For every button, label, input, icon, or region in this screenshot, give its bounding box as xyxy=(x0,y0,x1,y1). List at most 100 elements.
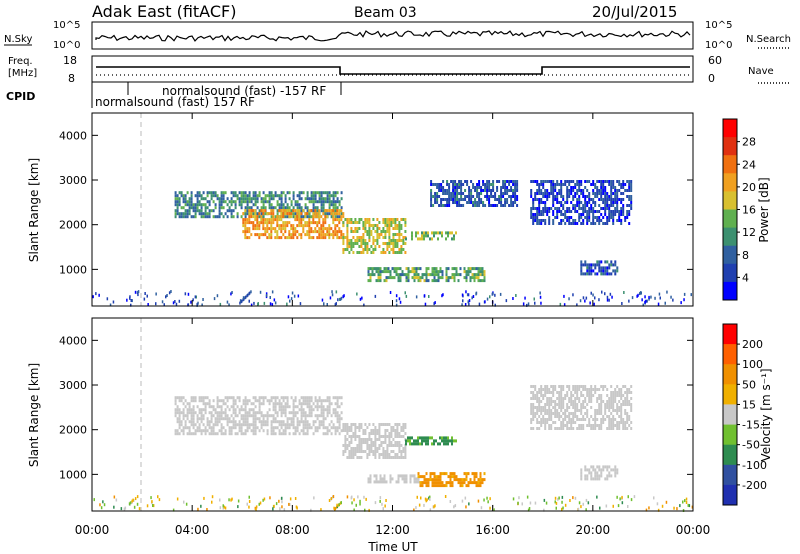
power-cell xyxy=(486,195,489,198)
power-cell xyxy=(302,191,305,195)
velocity-cell xyxy=(362,441,365,444)
power-cell xyxy=(398,227,401,230)
power-cell xyxy=(182,206,185,210)
power-cell xyxy=(439,276,442,280)
velocity-cell xyxy=(415,477,418,481)
velocity-cell-noise xyxy=(574,496,577,500)
velocity-cell xyxy=(552,406,555,409)
power-cell xyxy=(608,195,611,198)
velocity-cell xyxy=(562,388,565,391)
velocity-cell xyxy=(224,408,227,412)
velocity-cell xyxy=(560,415,563,418)
velocity-cell xyxy=(284,411,287,415)
colorbar-tick-label: 12 xyxy=(742,226,756,239)
velocity-cell-noise xyxy=(665,500,668,504)
velocity-cell xyxy=(312,432,315,436)
velocity-cell xyxy=(210,405,213,409)
velocity-cell xyxy=(373,480,376,484)
velocity-cell xyxy=(386,429,389,432)
velocity-cell xyxy=(479,481,482,485)
velocity-cell xyxy=(592,468,595,472)
velocity-cell xyxy=(606,388,609,391)
power-cell xyxy=(312,203,315,207)
velocity-cell xyxy=(590,400,593,403)
velocity-cell xyxy=(208,423,211,427)
power-cell xyxy=(626,189,629,192)
power-cell-noise xyxy=(428,295,430,298)
power-cell xyxy=(290,236,293,240)
power-cell xyxy=(444,192,447,195)
velocity-cell-noise xyxy=(185,502,188,506)
velocity-cell xyxy=(220,408,223,412)
velocity-cell xyxy=(206,420,209,424)
velocity-cell xyxy=(202,396,205,400)
power-cell-noise xyxy=(670,295,672,299)
power-cell-noise xyxy=(563,303,566,307)
power-cell xyxy=(318,218,321,222)
power-cell xyxy=(610,186,613,189)
power-cell xyxy=(578,201,581,204)
power-cell xyxy=(376,224,379,227)
power-cell xyxy=(453,273,456,277)
velocity-cell xyxy=(400,426,403,429)
velocity-cell-noise xyxy=(577,507,580,511)
velocity-cell-noise xyxy=(224,506,227,510)
power-cell xyxy=(604,186,607,189)
velocity-cell xyxy=(604,477,607,481)
power-cell xyxy=(568,180,571,183)
velocity-cell xyxy=(324,399,327,403)
velocity-cell xyxy=(610,406,613,409)
power-cell xyxy=(502,183,505,186)
power-cell xyxy=(366,242,369,245)
velocity-cell xyxy=(276,411,279,415)
power-cell-noise xyxy=(228,303,230,307)
power-cell xyxy=(468,186,471,189)
power-cell xyxy=(476,195,479,198)
power-cell xyxy=(400,227,403,230)
power-cell xyxy=(266,224,269,228)
power-cell xyxy=(534,195,537,198)
power-cell xyxy=(504,183,507,186)
velocity-cell xyxy=(278,399,281,403)
power-cell xyxy=(483,279,486,283)
noise-trace xyxy=(95,30,691,42)
power-cell xyxy=(336,218,339,222)
velocity-cell xyxy=(266,399,269,403)
power-cell xyxy=(280,209,283,213)
power-cell xyxy=(250,221,253,225)
velocity-cell xyxy=(562,397,565,400)
power-cell xyxy=(592,213,595,216)
velocity-cell-noise xyxy=(585,498,588,502)
velocity-cell xyxy=(592,477,595,481)
power-cell xyxy=(578,195,581,198)
velocity-cell xyxy=(316,408,319,412)
velocity-cell xyxy=(449,472,452,476)
power-cell xyxy=(212,191,215,195)
velocity-cell xyxy=(624,400,627,403)
velocity-cell xyxy=(200,399,203,403)
velocity-cell xyxy=(612,421,615,424)
velocity-cell xyxy=(198,408,201,412)
power-cell xyxy=(358,227,361,230)
power-cell xyxy=(362,242,365,245)
power-cell xyxy=(397,273,400,277)
velocity-cell xyxy=(216,396,219,400)
power-cell xyxy=(254,209,257,213)
velocity-cell xyxy=(360,441,363,444)
velocity-cell xyxy=(477,484,480,488)
power-cell xyxy=(254,197,257,201)
power-cell xyxy=(389,276,392,280)
freq-trace xyxy=(96,66,690,75)
velocity-cell xyxy=(248,399,251,403)
velocity-cell xyxy=(560,403,563,406)
velocity-cell xyxy=(620,421,623,424)
power-cell xyxy=(612,183,615,186)
power-cell xyxy=(338,203,341,207)
power-cell xyxy=(396,242,399,245)
velocity-cell-noise xyxy=(99,503,101,507)
velocity-cell xyxy=(586,415,589,418)
power-cell xyxy=(530,216,533,219)
velocity-cell xyxy=(320,420,323,424)
power-cell xyxy=(346,236,349,239)
velocity-cell xyxy=(174,396,177,400)
